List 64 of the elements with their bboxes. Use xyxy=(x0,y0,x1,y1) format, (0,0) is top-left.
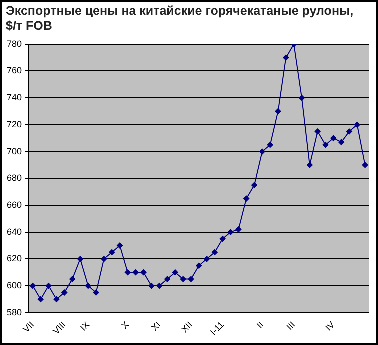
point xyxy=(172,270,178,276)
y-tick-label: 760 xyxy=(6,66,22,76)
point xyxy=(330,135,337,142)
point xyxy=(54,296,60,302)
point xyxy=(362,162,368,168)
point xyxy=(124,270,131,276)
point xyxy=(338,139,345,146)
x-tick-label: XI xyxy=(150,320,163,333)
point xyxy=(283,54,290,61)
point xyxy=(354,122,360,128)
y-tick-label: 640 xyxy=(6,226,22,237)
point xyxy=(259,148,266,155)
point xyxy=(70,276,76,282)
y-tick-label: 600 xyxy=(6,280,22,291)
x-tick-label: I-11 xyxy=(208,320,226,338)
point xyxy=(101,256,108,262)
point xyxy=(306,162,313,168)
x-tick-label: IV xyxy=(324,320,337,333)
point xyxy=(314,128,321,135)
point xyxy=(188,276,194,282)
point xyxy=(38,296,44,302)
point xyxy=(77,256,84,262)
x-tick-label: IX xyxy=(78,320,92,333)
point xyxy=(346,128,352,135)
x-tick-label: XII xyxy=(180,320,194,335)
y-tick-label: 580 xyxy=(6,307,22,318)
y-tick-label: 660 xyxy=(6,200,22,210)
y-tick-label: 700 xyxy=(6,146,22,156)
x-tick-label: X xyxy=(120,320,132,332)
point xyxy=(30,283,36,290)
point xyxy=(93,290,100,296)
point xyxy=(156,283,163,290)
point xyxy=(252,182,258,188)
x-tick-label: VIII xyxy=(51,320,68,336)
y-tick-label: 720 xyxy=(6,119,22,130)
point xyxy=(212,249,218,256)
y-tick-label: 620 xyxy=(6,254,22,264)
point xyxy=(117,242,124,249)
point xyxy=(164,276,170,282)
chart-title: Экспортные цены на китайские горячекатаные рулоны, $/т FOB xyxy=(6,4,355,34)
x-tick-label: III xyxy=(284,320,298,332)
point xyxy=(236,226,242,233)
x-tick-label: VII xyxy=(21,320,36,335)
point xyxy=(148,283,155,290)
y-tick-label: 740 xyxy=(6,92,22,103)
point xyxy=(140,270,147,276)
point xyxy=(180,276,186,282)
point xyxy=(196,262,202,269)
point xyxy=(228,229,234,236)
point xyxy=(322,142,329,148)
point xyxy=(109,249,116,256)
point xyxy=(267,142,274,148)
y-tick-label: 680 xyxy=(6,173,22,184)
point xyxy=(132,270,139,276)
point xyxy=(204,256,210,262)
point xyxy=(62,290,68,296)
point xyxy=(244,196,250,202)
x-tick-label: II xyxy=(254,320,266,330)
point xyxy=(85,283,92,290)
point xyxy=(46,283,52,290)
y-tick-label: 780 xyxy=(6,38,22,49)
point xyxy=(298,95,305,102)
point xyxy=(275,108,282,115)
point xyxy=(220,236,226,242)
